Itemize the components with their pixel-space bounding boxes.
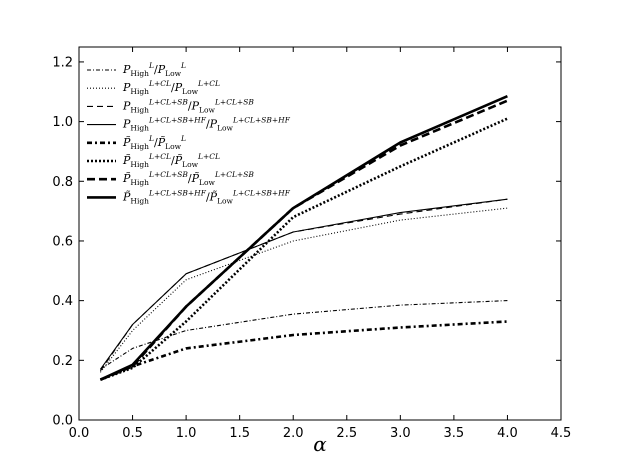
axes: 0.0 0.5 1.0 1.5 2.0 2.5 3.0 3.5 4.0 4.5 0.0 0.2 0.4 0… (52, 47, 571, 441)
plot-frame (78, 46, 562, 421)
x-tick-label: 0.0 (69, 426, 90, 441)
x-axis-title: α (313, 432, 327, 456)
series-line-5 (99, 320, 508, 381)
x-tick-label: 2.5 (336, 426, 357, 441)
y-tick-label: 1.0 (52, 115, 73, 130)
x-tick-label: 3.0 (390, 426, 411, 441)
series-line-3 (99, 198, 508, 372)
x-tick-label: 1.5 (229, 426, 250, 441)
y-tick-label: 0.8 (52, 175, 73, 190)
legend-label-8: P̃HighL+CL+SB+HF/P̃LowL+CL+SB+HF (122, 188, 291, 205)
x-tick-label: 0.5 (122, 426, 143, 441)
y-tick-label: 1.2 (52, 55, 73, 70)
legend-label-4: PHighL+CL+SB+HF/PLowL+CL+SB+HF (122, 116, 291, 133)
y-tick-label: 0.6 (52, 234, 73, 249)
legend-label-3: PHighL+CL+SB/PLowL+CL+SB (122, 97, 254, 114)
legend-label-1: PHighL/PLowL (122, 61, 186, 78)
y-tick-label: 0.0 (52, 414, 73, 429)
series-lines (99, 95, 508, 381)
legend-label-6: P̃HighL+CL/P̃LowL+CL (122, 152, 220, 169)
legend: PHighL/PLowLPHighL+CL/PLowL+CLPHighL+CL+… (87, 61, 291, 205)
series-line-8 (99, 95, 508, 381)
x-tick-label: 3.5 (444, 426, 465, 441)
legend-label-7: P̃HighL+CL+SB/P̃LowL+CL+SB (122, 170, 254, 187)
legend-label-2: PHighL+CL/PLowL+CL (122, 79, 220, 96)
y-tick-label: 0.2 (52, 354, 73, 369)
series-line-4 (99, 198, 508, 370)
y-tick-label: 0.4 (52, 294, 73, 309)
x-tick-label: 4.0 (497, 426, 518, 441)
series-line-2 (99, 207, 508, 373)
x-tick-label: 1.0 (176, 426, 197, 441)
x-tick-label: 2.0 (283, 426, 304, 441)
x-tick-label: 4.5 (551, 426, 572, 441)
legend-label-5: P̃HighL/P̃LowL (122, 134, 186, 151)
